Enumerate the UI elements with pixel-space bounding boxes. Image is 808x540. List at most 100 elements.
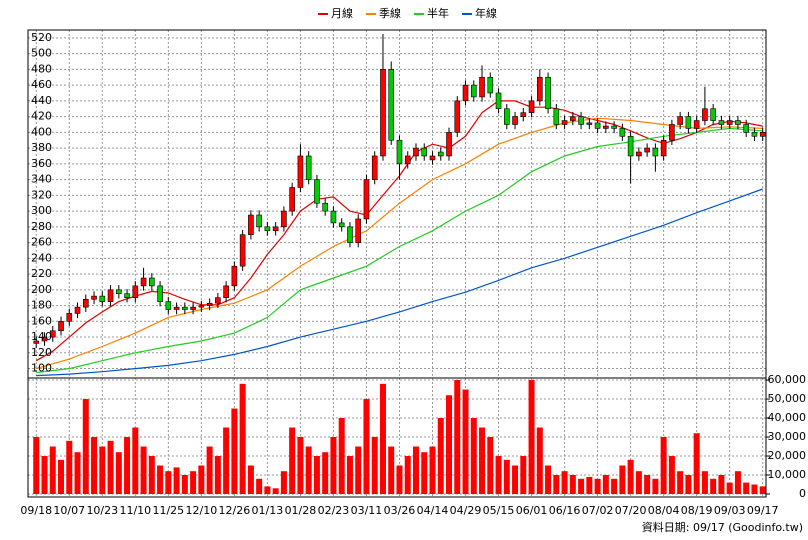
candle-body [421,147,428,157]
candle-body [330,210,337,224]
volume-bar [280,471,287,494]
volume-bar [206,446,213,494]
y-tick-label: 240 [31,251,52,264]
candle-body [759,132,766,137]
y2-tick-label: 30,000 [768,430,807,443]
volume-bar [74,452,81,494]
volume-bar [388,446,395,494]
volume-panel [33,380,766,494]
y-tick-label: 380 [31,141,52,154]
candle-body [487,76,494,94]
legend-label: 月線 [331,6,353,20]
candle-body [182,306,188,310]
volume-bar [660,437,667,494]
candle-body [297,155,304,188]
volume-bar [561,471,568,494]
y-tick-label: 220 [31,267,52,280]
volume-bar [734,471,741,494]
candle-body [305,155,312,180]
volume-bar [313,456,320,494]
candle-body [33,340,40,344]
candle-body [206,302,213,306]
x-tick-label: 12/10 [186,504,218,517]
x-tick-label: 11/10 [119,504,151,517]
volume-bar [429,446,436,494]
candle-body [58,321,64,332]
volume-bar [66,440,73,494]
candles [33,33,766,349]
volume-bar [520,456,527,494]
volume-bar [190,471,197,494]
candle-body [66,313,73,322]
y-tick-label: 460 [31,78,52,91]
volume-bar [710,478,717,494]
candle-body [669,124,675,141]
candle-body [429,155,436,161]
candle-body [512,116,518,125]
candle-body [702,108,708,121]
volume-bar [41,456,48,494]
candle-body [140,277,147,287]
volume-bar [586,476,593,494]
volume-bar [644,475,651,494]
moving-averages [36,100,763,377]
volume-bar [289,427,296,494]
volume-bar [132,427,139,494]
volume-bar [495,456,502,494]
candle-body [462,84,469,102]
volume-bar [545,465,552,494]
candle-body [124,293,130,298]
x-tick-label: 01/13 [252,504,284,517]
volume-bar [99,446,106,494]
candle-body [561,120,568,125]
x-tick-label: 11/25 [152,504,184,517]
candle-body [322,202,328,212]
y-tick-label: 300 [31,204,52,217]
candle-body [743,124,749,133]
candle-body [594,122,601,129]
candle-body [248,214,254,236]
candle-body [693,120,700,129]
volume-bar [363,399,370,494]
axis-labels: 100 120 140 160 180 200 220 240 260 280 300 320 340 3… [20,31,806,517]
candle-body [603,125,609,129]
volume-bar [479,427,486,494]
volume-bar [462,389,469,494]
candle-body [470,84,477,98]
candle-body [726,120,733,125]
candle-body [107,289,114,302]
candle-body [396,139,403,165]
x-tick-label: 07/02 [582,504,614,517]
volume-bar [528,380,535,494]
volume-bar [487,437,494,494]
x-tick-label: 08/19 [681,504,713,517]
candle-body [627,135,634,157]
volume-bar [330,437,337,494]
x-tick-label: 09/18 [20,504,52,517]
candle-body [272,226,279,232]
candle-body [347,226,353,243]
candle-body [41,336,48,342]
plot-frame [27,29,767,498]
volume-bar [652,478,659,494]
volume-bar [536,427,543,494]
y-tick-label: 500 [31,47,52,60]
candle-body [239,234,246,267]
x-tick-label: 09/03 [714,504,746,517]
y2-tick-label: 0 [799,487,806,500]
volume-bar [578,478,585,494]
volume-bar [33,437,40,494]
candle-body [132,285,139,298]
y-tick-label: 180 [31,299,52,312]
x-tick-label: 06/16 [549,504,581,517]
volume-bar [91,437,98,494]
x-tick-label: 10/23 [86,504,118,517]
candle-body [537,76,543,102]
candle-body [495,92,502,110]
volume-bar [124,437,131,494]
candle-body [314,179,320,204]
candle-body [710,108,716,121]
x-tick-label: 01/28 [285,504,317,517]
volume-bar [743,482,750,494]
candle-body [553,108,560,125]
